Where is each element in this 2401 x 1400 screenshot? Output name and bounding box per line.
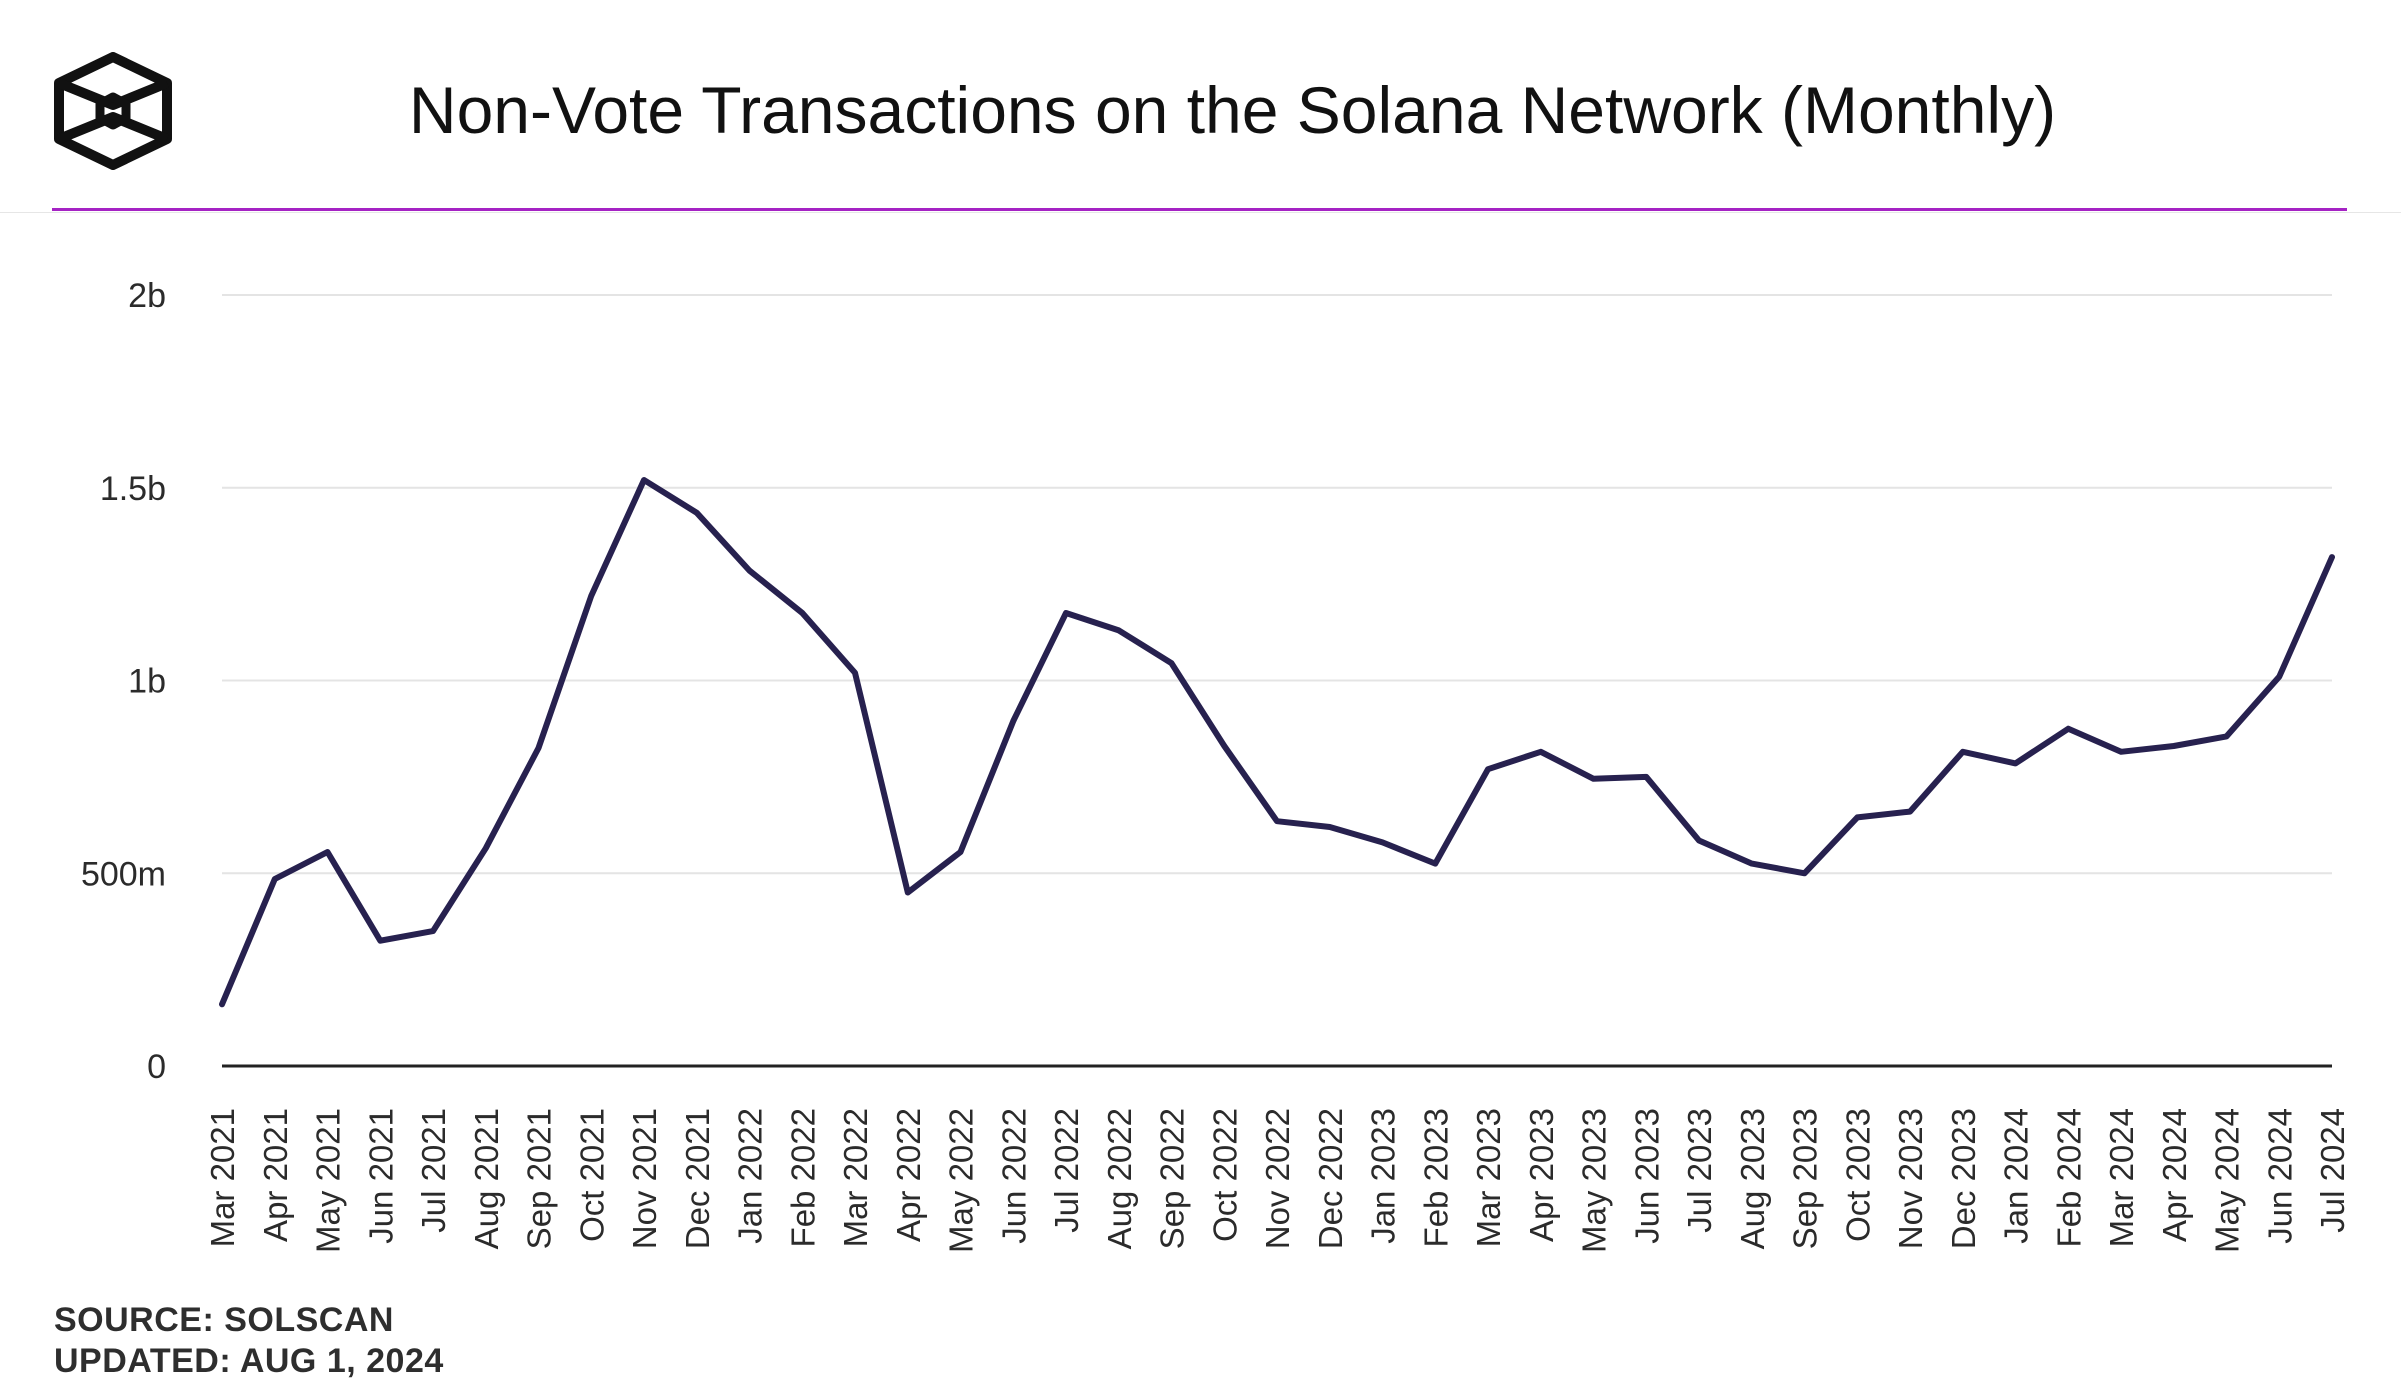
x-tick-label: Feb 2023 bbox=[1417, 1108, 1454, 1247]
y-tick-label: 0 bbox=[147, 1048, 166, 1086]
updated-note: UPDATED: AUG 1, 2024 bbox=[54, 1342, 444, 1380]
x-tick-label: Dec 2022 bbox=[1312, 1108, 1349, 1249]
x-tick-label: Oct 2021 bbox=[573, 1108, 610, 1242]
x-tick-label: May 2023 bbox=[1576, 1108, 1613, 1253]
y-tick-label: 500m bbox=[81, 855, 166, 893]
x-tick-label: Nov 2023 bbox=[1892, 1108, 1929, 1249]
x-tick-label: Sep 2021 bbox=[521, 1108, 558, 1249]
x-axis-tick-labels: Mar 2021 Apr 2021 May 2021 Jun 2021 Jul 2021… bbox=[204, 1108, 2351, 1253]
x-tick-label: Jun 2024 bbox=[2261, 1108, 2298, 1244]
x-tick-label: Aug 2022 bbox=[1101, 1108, 1138, 1249]
x-tick-label: Oct 2023 bbox=[1839, 1108, 1876, 1242]
y-axis-tick-labels: 0 500m 1b 1.5b 2b bbox=[81, 277, 166, 1086]
x-tick-label: Aug 2021 bbox=[468, 1108, 505, 1249]
y-tick-label: 2b bbox=[128, 277, 166, 315]
x-tick-label: Jan 2023 bbox=[1365, 1108, 1402, 1244]
title-accent-line bbox=[52, 208, 2347, 211]
chart-title: Non-Vote Transactions on the Solana Netw… bbox=[408, 73, 2057, 147]
x-tick-label: Mar 2022 bbox=[837, 1108, 874, 1247]
grid-lines bbox=[222, 294, 2332, 875]
x-tick-label: Aug 2023 bbox=[1734, 1108, 1771, 1249]
x-tick-label: Apr 2021 bbox=[257, 1108, 294, 1242]
x-tick-label: Jan 2024 bbox=[1998, 1108, 2035, 1244]
x-tick-label: Mar 2023 bbox=[1470, 1108, 1507, 1247]
x-tick-label: Jul 2022 bbox=[1048, 1108, 1085, 1233]
x-tick-label: Dec 2023 bbox=[1945, 1108, 1982, 1249]
x-tick-label: Apr 2024 bbox=[2156, 1108, 2193, 1242]
x-tick-label: May 2024 bbox=[2209, 1108, 2246, 1253]
x-tick-label: Jun 2023 bbox=[1628, 1108, 1665, 1244]
the-block-cube-icon bbox=[54, 52, 172, 170]
x-tick-label: May 2021 bbox=[310, 1108, 347, 1253]
x-tick-label: Feb 2024 bbox=[2050, 1108, 2087, 1247]
x-tick-label: Jul 2024 bbox=[2314, 1108, 2351, 1233]
x-tick-label: Nov 2022 bbox=[1259, 1108, 1296, 1249]
x-tick-label: Jul 2021 bbox=[415, 1108, 452, 1233]
x-tick-label: Jun 2021 bbox=[362, 1108, 399, 1244]
x-tick-label: May 2022 bbox=[943, 1108, 980, 1253]
x-tick-label: Sep 2022 bbox=[1154, 1108, 1191, 1249]
series-line bbox=[219, 477, 2335, 1008]
x-tick-label: Jun 2022 bbox=[995, 1108, 1032, 1244]
x-tick-label: Mar 2021 bbox=[204, 1108, 241, 1247]
x-tick-label: Nov 2021 bbox=[626, 1108, 663, 1249]
x-tick-label: Jan 2022 bbox=[732, 1108, 769, 1244]
x-tick-label: Oct 2022 bbox=[1206, 1108, 1243, 1242]
x-tick-label: Mar 2024 bbox=[2103, 1108, 2140, 1247]
x-tick-label: Feb 2022 bbox=[784, 1108, 821, 1247]
line-chart: 0 500m 1b 1.5b 2b Mar 2021 Apr 2021 May 2021 Ju… bbox=[81, 277, 2351, 1253]
y-tick-label: 1.5b bbox=[100, 470, 166, 508]
chart-header: Non-Vote Transactions on the Solana Netw… bbox=[0, 0, 2401, 213]
y-tick-label: 1b bbox=[128, 663, 166, 701]
x-tick-label: Dec 2021 bbox=[679, 1108, 716, 1249]
x-tick-label: Apr 2022 bbox=[890, 1108, 927, 1242]
x-tick-label: Sep 2023 bbox=[1787, 1108, 1824, 1249]
source-note: SOURCE: SOLSCAN bbox=[54, 1301, 394, 1339]
x-tick-label: Apr 2023 bbox=[1523, 1108, 1560, 1242]
x-tick-label: Jul 2023 bbox=[1681, 1108, 1718, 1233]
